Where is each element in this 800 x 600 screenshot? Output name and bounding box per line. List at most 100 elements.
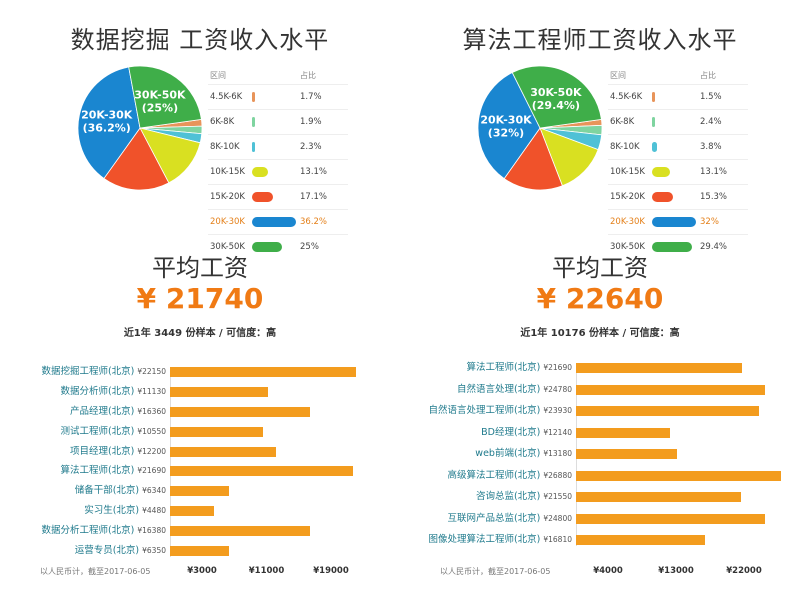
salary-range: 15K-20K: [610, 192, 645, 202]
distribution-row: 10K-15K 13.1%: [208, 159, 348, 184]
pie-slice-30K-50K: [128, 65, 202, 129]
job-label: 数据分析师(北京) ¥11130: [60, 384, 166, 400]
salary-bar: [576, 449, 678, 459]
data-mining-panel: 数据挖掘 工资收入水平 20K-30K (36.2%) 30K-50K (25%) 区…: [40, 26, 357, 576]
job-label: BD经理(北京) ¥12140: [481, 425, 572, 441]
share-bar: [252, 242, 283, 252]
job-salary-label: ¥11130: [137, 386, 166, 396]
distribution-header: 区间 占比: [208, 68, 348, 84]
share-bar: [652, 242, 693, 252]
sample-info: 近1年 10176 份样本 / 可信度：高: [520, 328, 680, 339]
share-percent: 29.4%: [700, 242, 728, 252]
distribution-row: 20K-30K 32%: [608, 209, 748, 234]
share-bar: [252, 92, 255, 102]
job-title: 项目经理(北京): [69, 445, 135, 457]
share-percent: 1.9%: [300, 117, 322, 127]
salary-distribution-table: 区间 占比 4.5K-6K 1.5% 6K-8K 2.4% 8K-10K 3.8% 10K-15…: [608, 68, 748, 259]
x-tick-label: ¥4000: [593, 566, 623, 576]
job-label: 算法工程师(北京) ¥21690: [60, 463, 166, 479]
salary-distribution-pie: 20K-30K(36.2%) 30K-50K(25%): [77, 65, 203, 191]
share-percent: 36.2%: [300, 217, 328, 227]
share-bar: [652, 167, 670, 177]
job-title: 数据挖掘工程师(北京): [41, 366, 135, 377]
average-salary-value: ¥ 21740: [136, 282, 264, 315]
distribution-header: 区间 占比: [608, 68, 748, 84]
distribution-row: 8K-10K 2.3%: [208, 134, 348, 159]
salary-range: 10K-15K: [210, 167, 245, 177]
pie-slice-20K-30K: [77, 66, 141, 179]
job-salary-label: ¥13180: [543, 449, 572, 458]
salary-bar: [170, 546, 229, 556]
salary-range: 4.5K-6K: [610, 92, 643, 102]
salary-bar: [170, 526, 310, 537]
job-title: 自然语言处理(北京): [456, 383, 541, 395]
average-salary-value: ¥ 22640: [536, 282, 664, 315]
sample-info: 近1年 3449 份样本 / 可信度：高: [123, 328, 277, 339]
salary-range: 15K-20K: [210, 192, 245, 202]
salary-range: 8K-10K: [210, 142, 240, 152]
job-title: 图像处理算法工程师(北京): [428, 534, 541, 545]
pie-label: 20K-30K: [480, 113, 532, 126]
distribution-row: 30K-50K 29.4%: [608, 234, 748, 259]
salary-range: 4.5K-6K: [210, 92, 243, 102]
job-title: 自然语言处理工程师(北京): [428, 405, 541, 416]
average-salary-title: 平均工资: [152, 254, 248, 282]
algorithm-engineer-panel: 算法工程师工资收入水平 20K-30K (32%) 30K-50K (29.4%) 区…: [400, 0, 800, 600]
job-label: 数据分析工程师(北京) ¥16380: [41, 523, 166, 539]
pie-label: (29.4%): [532, 99, 580, 112]
pie-title: 数据挖掘 工资收入水平: [70, 26, 330, 54]
share-percent: 25%: [300, 242, 319, 252]
x-tick-label: ¥11000: [248, 566, 285, 576]
job-title: 储备干部(北京): [74, 485, 140, 497]
share-bar: [652, 117, 656, 127]
salary-range: 8K-10K: [610, 142, 640, 152]
x-tick-label: ¥13000: [658, 566, 694, 576]
pie-label: (25%): [142, 101, 178, 114]
header-range: 区间: [210, 71, 226, 80]
job-title: 运营专员(北京): [74, 545, 140, 556]
header-range: 区间: [610, 71, 626, 80]
job-label: 实习生(北京) ¥4480: [84, 503, 166, 519]
job-title: 数据分析工程师(北京): [41, 525, 135, 537]
job-salary-label: ¥24800: [543, 513, 572, 523]
share-percent: 2.3%: [300, 142, 322, 152]
job-title: 算法工程师(北京): [466, 362, 541, 373]
salary-bar: [170, 367, 357, 377]
pie-label: 20K-30K: [81, 109, 133, 122]
share-percent: 17.1%: [300, 192, 328, 202]
salary-distribution-table: 区间 占比 4.5K-6K 1.7% 6K-8K 1.9% 8K-10K 2.3% 10K-15…: [208, 68, 348, 259]
share-percent: 1.5%: [700, 92, 722, 102]
distribution-row: 15K-20K 17.1%: [208, 184, 348, 209]
distribution-row: 10K-15K 13.1%: [608, 159, 748, 184]
share-bar: [252, 167, 268, 177]
job-salary-label: ¥21690: [137, 466, 166, 476]
job-title: 测试工程师(北京): [60, 425, 135, 437]
salary-range: 30K-50K: [210, 242, 245, 252]
share-bar: [252, 192, 273, 202]
job-label: 图像处理算法工程师(北京) ¥16810: [428, 532, 572, 548]
job-label: 互联网产品总监(北京) ¥24800: [447, 511, 572, 527]
salary-distribution-pie: 20K-30K(32%) 30K-50K(29.4%): [477, 65, 603, 191]
salary-bar: [576, 406, 759, 416]
job-label: 自然语言处理工程师(北京) ¥23930: [428, 403, 572, 419]
salary-bar: [170, 386, 268, 397]
job-label: 咨询总监(北京) ¥21550: [476, 489, 572, 505]
x-tick-label: ¥22000: [726, 566, 762, 576]
job-title: web前端(北京): [475, 448, 541, 459]
pie-label: 30K-50K: [134, 88, 186, 101]
job-title: 高级算法工程师(北京): [447, 469, 541, 481]
x-tick-label: ¥19000: [313, 566, 349, 576]
salary-range: 6K-8K: [610, 117, 635, 127]
job-title: 产品经理(北京): [69, 405, 135, 417]
salary-bar: [576, 427, 670, 438]
currency-footnote: 以人民币计，截至2017-06-05: [440, 567, 551, 576]
salary-bar: [576, 363, 742, 373]
pie-slice-20K-30K: [477, 72, 541, 180]
job-salary-label: ¥23930: [543, 406, 572, 415]
job-salary-label: ¥22150: [137, 367, 166, 376]
job-label: 项目经理(北京) ¥12200: [70, 444, 166, 460]
job-salary-label: ¥16810: [543, 535, 572, 544]
share-percent: 2.4%: [700, 117, 722, 127]
share-bar: [252, 117, 255, 127]
share-bar: [252, 142, 255, 152]
